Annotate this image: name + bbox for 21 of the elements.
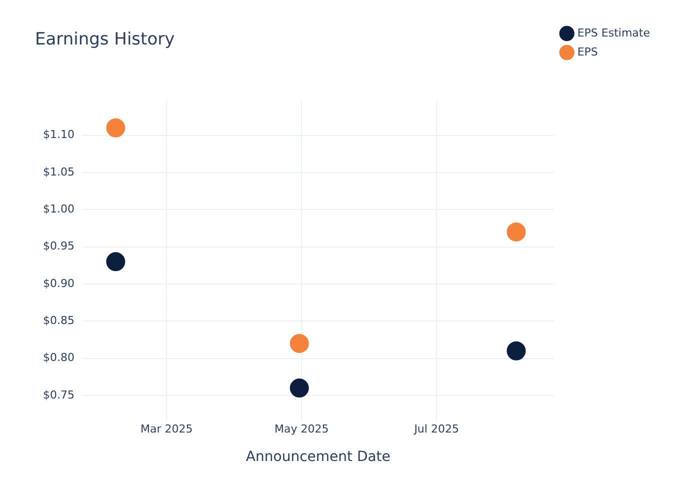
legend-label: EPS bbox=[577, 45, 598, 58]
x-tick-label: Mar 2025 bbox=[140, 422, 193, 436]
y-tick-label: $1.10 bbox=[42, 128, 74, 142]
point bbox=[106, 252, 126, 272]
point bbox=[506, 341, 526, 360]
point bbox=[506, 222, 526, 242]
x-tick-label: May 2025 bbox=[274, 422, 329, 436]
point bbox=[290, 378, 309, 398]
point bbox=[106, 118, 126, 138]
x-tick-label: Jul 2025 bbox=[413, 422, 459, 436]
point bbox=[290, 334, 309, 353]
y-tick-label: $1.05 bbox=[42, 165, 74, 178]
y-tick-label: $1.00 bbox=[42, 202, 74, 216]
y-tick-label: $0.75 bbox=[42, 388, 74, 402]
x-axis-title: Announcement Date bbox=[246, 449, 390, 466]
y-tick-label: $0.85 bbox=[42, 314, 74, 328]
legend-label: EPS Estimate bbox=[577, 26, 650, 40]
y-tick-label: $0.80 bbox=[42, 351, 74, 364]
chart-title: Earnings History bbox=[35, 30, 175, 50]
y-tick-label: $0.90 bbox=[42, 276, 74, 290]
y-tick-label: $0.95 bbox=[42, 240, 74, 253]
